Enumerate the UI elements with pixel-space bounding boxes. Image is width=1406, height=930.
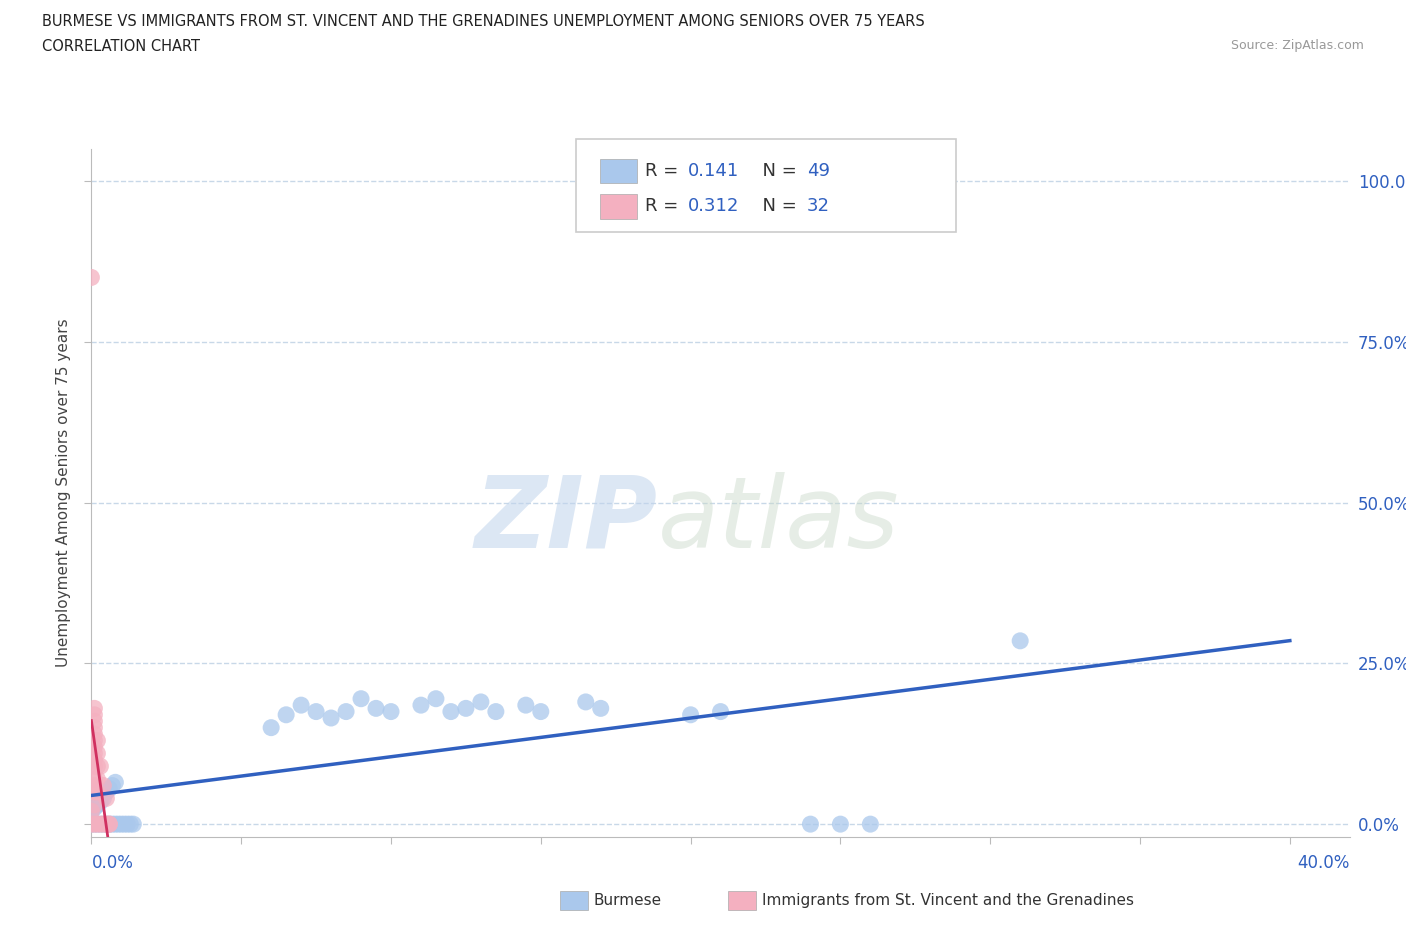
Point <box>83 817 105 831</box>
Point <box>83 772 105 787</box>
Point <box>96 791 118 806</box>
Point <box>96 785 118 800</box>
Point <box>80 804 103 818</box>
Point <box>112 817 135 831</box>
Point <box>83 797 105 812</box>
Point <box>709 704 731 719</box>
Point <box>80 817 103 831</box>
Point <box>454 701 477 716</box>
Point <box>83 726 105 741</box>
Point <box>86 733 108 748</box>
Point <box>515 698 537 712</box>
Point <box>107 817 129 831</box>
Point <box>276 708 298 723</box>
Point <box>83 785 105 800</box>
Point <box>260 720 283 735</box>
Point <box>80 817 103 831</box>
Point <box>98 817 121 831</box>
Point <box>425 691 447 706</box>
Point <box>86 759 108 774</box>
Point <box>83 720 105 735</box>
Y-axis label: Unemployment Among Seniors over 75 years: Unemployment Among Seniors over 75 years <box>56 319 72 667</box>
Text: atlas: atlas <box>658 472 900 569</box>
Point <box>104 817 127 831</box>
Point <box>101 778 124 793</box>
Point <box>470 695 492 710</box>
Point <box>86 817 108 831</box>
Point <box>122 817 145 831</box>
Point <box>290 698 312 712</box>
Text: 0.312: 0.312 <box>688 197 740 216</box>
Text: BURMESE VS IMMIGRANTS FROM ST. VINCENT AND THE GRENADINES UNEMPLOYMENT AMONG SEN: BURMESE VS IMMIGRANTS FROM ST. VINCENT A… <box>42 14 925 29</box>
Point <box>86 772 108 787</box>
Point <box>86 746 108 761</box>
Point <box>93 817 115 831</box>
Point <box>89 759 111 774</box>
Point <box>830 817 852 831</box>
Point <box>83 778 105 793</box>
Point <box>98 817 121 831</box>
Text: 40.0%: 40.0% <box>1298 854 1350 871</box>
Point <box>380 704 402 719</box>
Point <box>319 711 342 725</box>
Text: 0.141: 0.141 <box>688 162 738 180</box>
Text: Source: ZipAtlas.com: Source: ZipAtlas.com <box>1230 39 1364 52</box>
Point <box>83 739 105 754</box>
Point <box>679 708 702 723</box>
Point <box>93 817 115 831</box>
Text: CORRELATION CHART: CORRELATION CHART <box>42 39 200 54</box>
Point <box>93 778 115 793</box>
Point <box>86 817 108 831</box>
Text: R =: R = <box>645 197 685 216</box>
Point <box>575 695 598 710</box>
Point <box>1010 633 1032 648</box>
Text: 32: 32 <box>807 197 830 216</box>
Text: N =: N = <box>751 162 803 180</box>
Point <box>93 791 115 806</box>
Point <box>530 704 553 719</box>
Point <box>83 801 105 816</box>
Text: R =: R = <box>645 162 685 180</box>
Point <box>110 817 132 831</box>
Point <box>101 817 124 831</box>
Point <box>589 701 612 716</box>
Text: Immigrants from St. Vincent and the Grenadines: Immigrants from St. Vincent and the Gren… <box>762 893 1135 908</box>
Point <box>83 752 105 767</box>
Point <box>83 817 105 831</box>
Text: Burmese: Burmese <box>593 893 661 908</box>
Point <box>96 817 118 831</box>
Point <box>98 781 121 796</box>
Point <box>335 704 357 719</box>
Point <box>83 746 105 761</box>
Point <box>120 817 142 831</box>
Text: ZIP: ZIP <box>475 472 658 569</box>
Point <box>80 270 103 285</box>
Point <box>117 817 139 831</box>
Point <box>98 817 121 831</box>
Point <box>305 704 328 719</box>
Point <box>83 708 105 723</box>
Point <box>350 691 373 706</box>
Point <box>89 817 111 831</box>
Point <box>859 817 882 831</box>
Point <box>86 797 108 812</box>
Point <box>83 714 105 729</box>
Point <box>96 817 118 831</box>
Point <box>485 704 508 719</box>
Point <box>364 701 387 716</box>
Point <box>89 794 111 809</box>
Text: 49: 49 <box>807 162 830 180</box>
Point <box>83 733 105 748</box>
Text: N =: N = <box>751 197 803 216</box>
Point <box>83 759 105 774</box>
Point <box>86 785 108 800</box>
Point <box>440 704 463 719</box>
Point <box>80 804 103 818</box>
Text: 0.0%: 0.0% <box>91 854 134 871</box>
Point <box>89 817 111 831</box>
Point <box>104 775 127 790</box>
Point <box>799 817 821 831</box>
Point <box>83 701 105 716</box>
Point <box>409 698 432 712</box>
